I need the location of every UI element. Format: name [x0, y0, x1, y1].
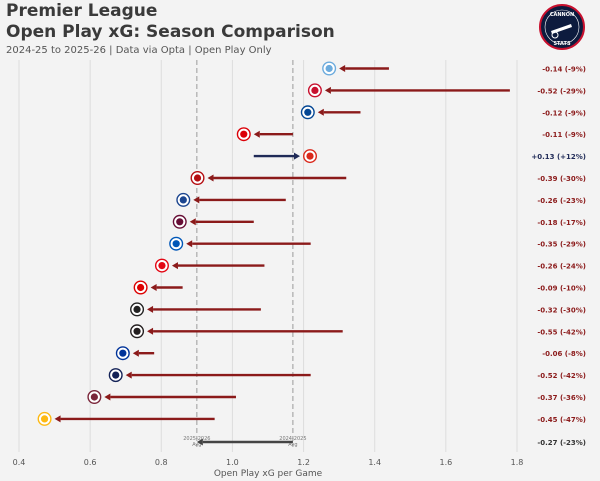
team-change-arrow-head — [324, 86, 331, 94]
liverpool-crest-icon — [307, 83, 322, 98]
crest-core — [172, 240, 180, 248]
x-tick-label: 1.6 — [439, 458, 452, 467]
x-tick-label: 1.4 — [368, 458, 381, 467]
average-label: 2024-2025 Avg — [279, 436, 306, 448]
team-change-label: -0.35 (-29%) — [537, 241, 586, 249]
team-change-arrow-head — [54, 415, 61, 423]
manchester-city-crest-icon — [322, 61, 337, 76]
team-change-arrow-head — [253, 130, 260, 138]
crest-core — [133, 305, 141, 313]
team-change-label: -0.45 (-47%) — [537, 416, 586, 424]
x-tick-label: 1.0 — [226, 458, 239, 467]
team-change-arrow-head — [104, 393, 111, 401]
chart-subtitle: 2024-25 to 2025-26 | Data via Opta | Ope… — [6, 45, 272, 56]
manchester-united-crest-icon — [303, 149, 318, 164]
nottingham-forest-crest-icon — [133, 280, 148, 295]
x-tick-label: 0.6 — [84, 458, 97, 467]
chelsea-crest-icon — [300, 105, 315, 120]
team-change-label: +0.13 (+12%) — [531, 153, 586, 161]
crest-core — [40, 415, 49, 423]
team-change-arrow-head — [171, 262, 178, 270]
crystal-palace-crest-icon — [176, 192, 191, 207]
crest-core — [193, 174, 202, 182]
crest-core — [176, 218, 184, 226]
team-change-arrow-head — [147, 305, 154, 313]
arsenal-crest-icon — [236, 127, 251, 142]
average-change-label: -0.27 (-23%) — [537, 439, 586, 447]
newcastle-crest-icon — [130, 324, 145, 339]
crest-core — [112, 371, 120, 379]
fulham-crest-icon — [130, 302, 145, 317]
bournemouth-crest-icon — [190, 170, 205, 185]
team-change-label: -0.37 (-36%) — [537, 394, 586, 402]
west-ham-crest-icon — [87, 390, 102, 405]
crest-core — [311, 86, 319, 94]
team-change-label: -0.26 (-24%) — [537, 263, 586, 271]
team-change-label: -0.52 (-42%) — [537, 372, 586, 380]
team-change-label: -0.09 (-10%) — [537, 285, 586, 293]
team-change-arrow-head — [150, 284, 157, 291]
aston-villa-crest-icon — [172, 214, 187, 229]
crest-core — [306, 152, 314, 160]
team-change-label: -0.14 (-9%) — [542, 66, 586, 74]
brentford-crest-icon — [154, 258, 169, 273]
wolves-crest-icon — [37, 411, 52, 426]
team-change-arrow-head — [125, 371, 132, 379]
team-change-arrow-head — [294, 152, 301, 160]
title-line-1: Premier League — [6, 1, 158, 21]
x-tick-label: 1.8 — [511, 458, 524, 467]
crest-core — [119, 349, 127, 357]
logo-bottom-text: STATS — [553, 41, 571, 47]
team-change-label: -0.12 (-9%) — [542, 109, 586, 117]
x-tick-label: 1.2 — [297, 458, 310, 467]
crest-core — [325, 64, 333, 73]
x-axis-label: Open Play xG per Game — [214, 469, 323, 479]
team-change-label: -0.06 (-8%) — [542, 350, 586, 358]
tottenham-crest-icon — [108, 368, 123, 383]
x-tick-label: 0.8 — [155, 458, 168, 467]
average-change-arrow-head — [196, 438, 203, 446]
team-change-label: -0.11 (-9%) — [542, 131, 586, 139]
title-line-2: Open Play xG: Season Comparison — [6, 22, 335, 42]
team-change-label: -0.39 (-30%) — [537, 175, 586, 183]
team-change-arrow-head — [147, 327, 154, 335]
team-change-arrow-head — [132, 349, 139, 357]
crest-core — [179, 196, 187, 204]
logo-top-text: CANNON — [550, 12, 574, 18]
team-change-label: -0.55 (-42%) — [537, 328, 586, 336]
team-change-arrow-head — [317, 108, 324, 116]
team-change-label: -0.26 (-23%) — [537, 197, 586, 205]
team-change-arrow-head — [189, 218, 196, 226]
cannon-stats-logo: CANNON STATS — [539, 4, 585, 50]
team-change-arrow-head — [207, 174, 214, 182]
x-tick-label: 0.4 — [13, 458, 26, 467]
chart-title: Premier League Open Play xG: Season Comp… — [6, 1, 335, 43]
brighton-crest-icon — [169, 236, 184, 251]
team-change-arrow-head — [186, 240, 193, 248]
crest-core — [158, 262, 166, 270]
average-label: 2025-2026 Avg — [183, 436, 210, 448]
crest-core — [240, 130, 248, 138]
team-change-arrow-head — [339, 65, 346, 72]
crest-core — [304, 108, 312, 116]
team-change-label: -0.52 (-29%) — [537, 87, 586, 95]
team-change-label: -0.18 (-17%) — [537, 219, 586, 227]
crest-core — [133, 327, 141, 335]
everton-crest-icon — [115, 346, 130, 361]
team-change-arrow-head — [193, 196, 200, 204]
team-change-label: -0.32 (-30%) — [537, 306, 586, 314]
crest-core — [90, 393, 98, 401]
crest-core — [137, 283, 145, 292]
